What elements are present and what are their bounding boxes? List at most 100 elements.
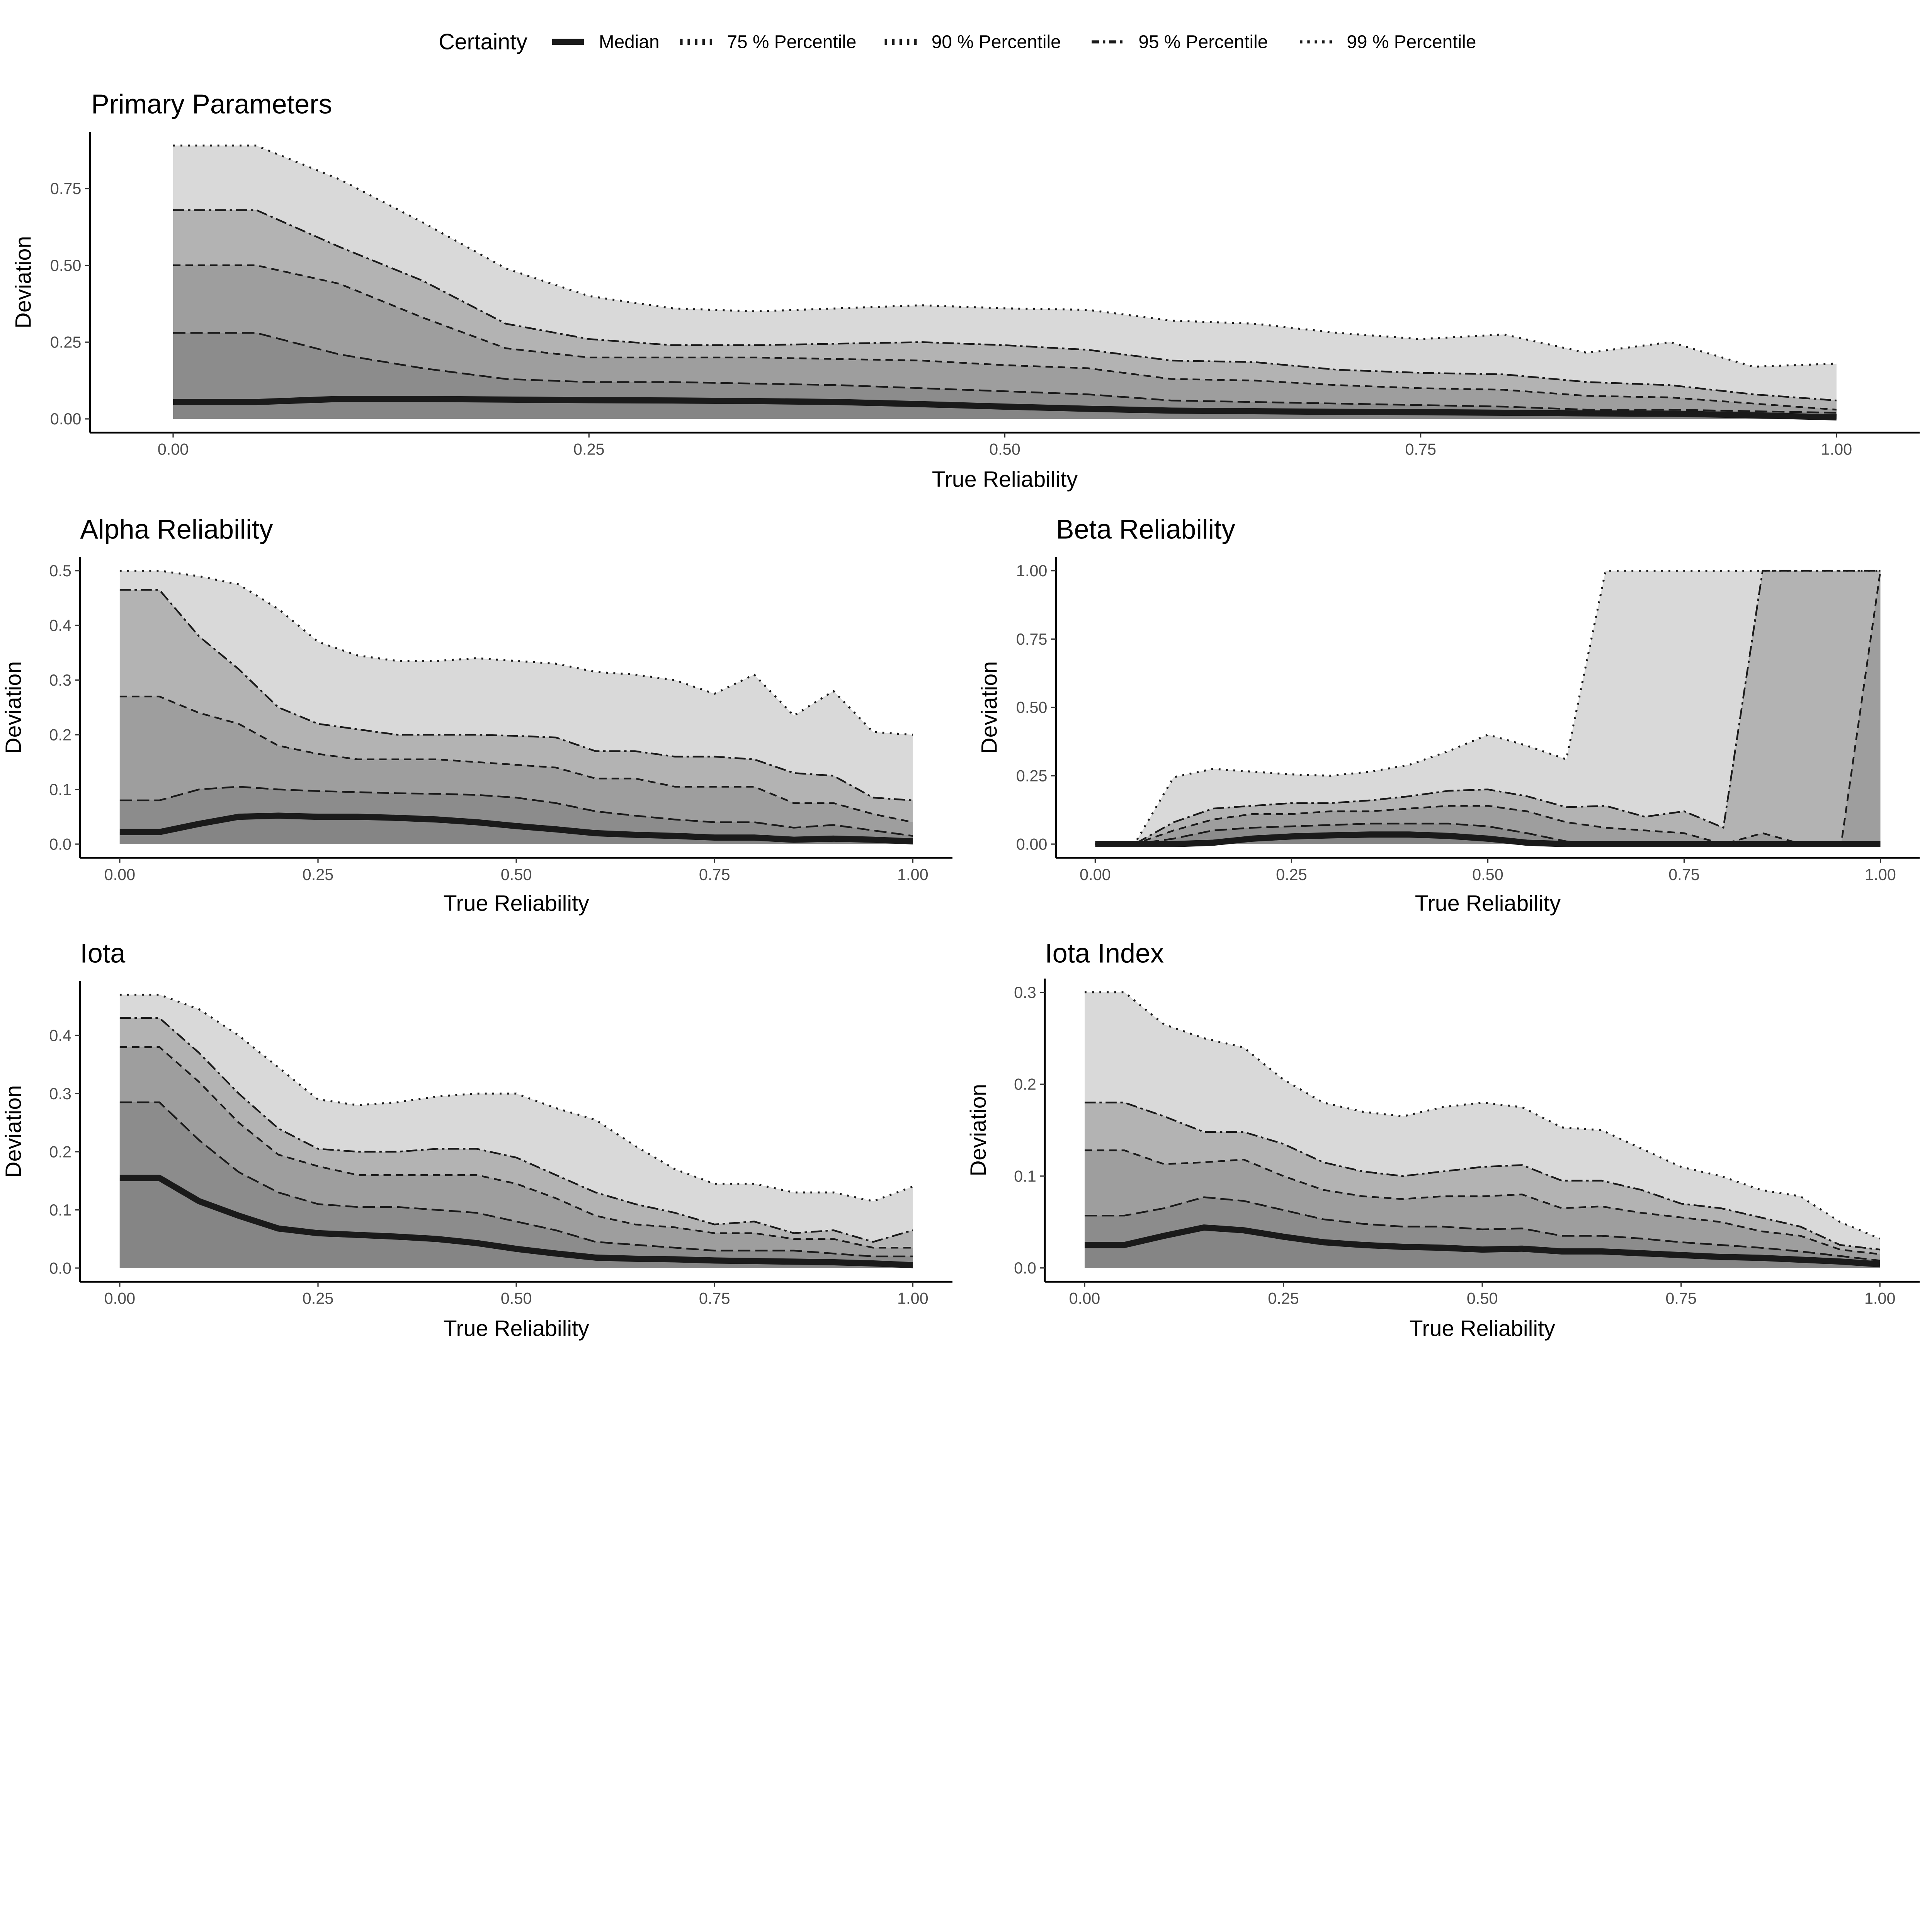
x-tick-label: 0.00 — [1069, 1289, 1100, 1308]
y-tick-label: 0.2 — [49, 725, 71, 744]
x-axis-title: True Reliability — [443, 1316, 589, 1341]
legend-item: 90 % Percentile — [884, 32, 1061, 52]
line-90-percentile — [119, 1046, 913, 1249]
y-tick-label: 0.25 — [1016, 767, 1048, 785]
y-tick-label: 0.3 — [49, 671, 71, 689]
y-tick-label: 0.75 — [1016, 630, 1048, 648]
y-tick-label: 0.2 — [49, 1142, 71, 1161]
x-tick-label: 1.00 — [897, 865, 929, 884]
line-99-percentile — [119, 994, 913, 1202]
line-median — [119, 1175, 913, 1268]
y-tick-label: 0.0 — [49, 835, 71, 853]
x-axis-title: True Reliability — [1415, 891, 1561, 916]
panel-title: Iota Index — [1045, 938, 1164, 968]
line-95-percentile — [1095, 570, 1881, 845]
x-tick-label: 0.00 — [1080, 865, 1111, 884]
x-tick-label: 0.75 — [1668, 865, 1700, 884]
x-tick-label: 0.25 — [303, 865, 334, 884]
x-axis-title: True Reliability — [1409, 1316, 1555, 1341]
line-75-percentile — [1084, 1196, 1880, 1262]
y-tick-label: 0.25 — [50, 333, 82, 351]
line-median — [119, 812, 913, 844]
x-tick-label: 0.75 — [1665, 1289, 1697, 1308]
legend-label: Median — [599, 32, 660, 52]
line-95-percentile — [119, 1017, 913, 1243]
legend: Certainty Median 75 % Percentile 90 % Perc… — [439, 30, 1476, 54]
panels: 0.00 0.25 0.50 0.75 1.00 0.00 0.25 0.50 0.75 Prim… — [1, 89, 1920, 1341]
y-axis-title: Deviation — [977, 661, 1002, 754]
legend-label: 95 % Percentile — [1138, 32, 1268, 52]
x-tick-label: 0.50 — [989, 440, 1020, 458]
x-tick-label: 0.00 — [104, 865, 136, 884]
line-median — [173, 396, 1837, 421]
y-tick-label: 0.2 — [1014, 1075, 1036, 1093]
y-tick-label: 1.00 — [1016, 562, 1048, 580]
line-90-percentile — [1095, 570, 1881, 845]
panel-alpha-reliability: 0.00 0.25 0.50 0.75 1.00 0.0 0.1 0.2 0.3 0.4 0.5 Al… — [1, 514, 952, 916]
x-tick-label: 0.00 — [158, 440, 189, 458]
x-tick-label: 0.50 — [1472, 865, 1503, 884]
legend-title: Certainty — [439, 30, 527, 54]
y-axis-title: Deviation — [1, 1085, 26, 1178]
x-tick-label: 1.00 — [897, 1289, 929, 1308]
y-tick-label: 0.3 — [49, 1084, 71, 1103]
figure: Certainty Median 75 % Percentile 90 % Perc… — [1, 30, 1920, 1341]
area-median — [119, 815, 913, 844]
x-tick-label: 1.00 — [1864, 1289, 1896, 1308]
x-tick-label: 0.50 — [501, 1289, 532, 1308]
x-tick-label: 1.00 — [1865, 865, 1896, 884]
x-tick-label: 0.25 — [1276, 865, 1307, 884]
y-tick-label: 0.50 — [1016, 698, 1048, 717]
panel-title: Alpha Reliability — [80, 514, 273, 544]
y-tick-label: 0.0 — [1014, 1259, 1036, 1277]
legend-label: 75 % Percentile — [727, 32, 856, 52]
line-75-percentile — [1095, 822, 1881, 845]
y-tick-label: 0.75 — [50, 179, 82, 197]
legend-item: Median — [552, 32, 660, 52]
x-tick-label: 0.25 — [1268, 1289, 1299, 1308]
legend-items: Median 75 % Percentile 90 % Percentile 95 %… — [552, 32, 1476, 52]
x-tick-label: 0.75 — [1405, 440, 1436, 458]
x-tick-label: 0.50 — [501, 865, 532, 884]
legend-item: 75 % Percentile — [680, 32, 856, 52]
line-95-percentile — [173, 209, 1837, 402]
line-99-percentile — [119, 570, 913, 736]
line-99-percentile — [173, 145, 1837, 368]
legend-item: 95 % Percentile — [1092, 32, 1268, 52]
y-tick-label: 0.00 — [1016, 835, 1048, 853]
line-99-percentile — [1095, 570, 1881, 845]
panel-title: Beta Reliability — [1056, 514, 1235, 544]
x-axis-title: True Reliability — [443, 891, 589, 916]
y-tick-label: 0.5 — [49, 562, 71, 580]
area-75-percentile — [119, 1102, 913, 1268]
x-axis-title: True Reliability — [932, 467, 1078, 492]
y-tick-label: 0.0 — [49, 1259, 71, 1277]
line-90-percentile — [173, 264, 1837, 411]
y-tick-label: 0.1 — [49, 780, 71, 798]
y-tick-label: 0.4 — [49, 1026, 71, 1044]
y-axis-title: Deviation — [966, 1084, 991, 1176]
line-75-percentile — [119, 786, 913, 837]
y-tick-label: 0.4 — [49, 616, 71, 635]
y-tick-label: 0.00 — [50, 410, 82, 428]
legend-label: 99 % Percentile — [1347, 32, 1476, 52]
panel-iota-index: 0.00 0.25 0.50 0.75 1.00 0.0 0.1 0.2 0.3 Iota Ind… — [966, 938, 1920, 1341]
panel-iota: 0.00 0.25 0.50 0.75 1.00 0.0 0.1 0.2 0.3 0.4 Iota T… — [1, 938, 952, 1341]
y-tick-label: 0.3 — [1014, 983, 1036, 1001]
x-tick-label: 0.25 — [303, 1289, 334, 1308]
x-tick-label: 0.00 — [104, 1289, 136, 1308]
line-90-percentile — [119, 695, 913, 823]
y-axis-title: Deviation — [1, 661, 26, 754]
area-90-percentile — [173, 265, 1837, 419]
panel-primary-parameters: 0.00 0.25 0.50 0.75 1.00 0.00 0.25 0.50 0.75 Prim… — [11, 89, 1920, 492]
line-median — [1084, 1224, 1880, 1268]
panel-title: Iota — [80, 938, 126, 968]
legend-label: 90 % Percentile — [932, 32, 1061, 52]
legend-item: 99 % Percentile — [1300, 32, 1476, 52]
line-75-percentile — [119, 1101, 913, 1258]
panel-beta-reliability: 0.00 0.25 0.50 0.75 1.00 0.00 0.25 0.50 0.75 1.00… — [977, 514, 1920, 916]
line-95-percentile — [119, 589, 913, 802]
panel-title: Primary Parameters — [91, 89, 332, 119]
area-median — [119, 1178, 913, 1268]
x-tick-label: 0.75 — [699, 865, 730, 884]
